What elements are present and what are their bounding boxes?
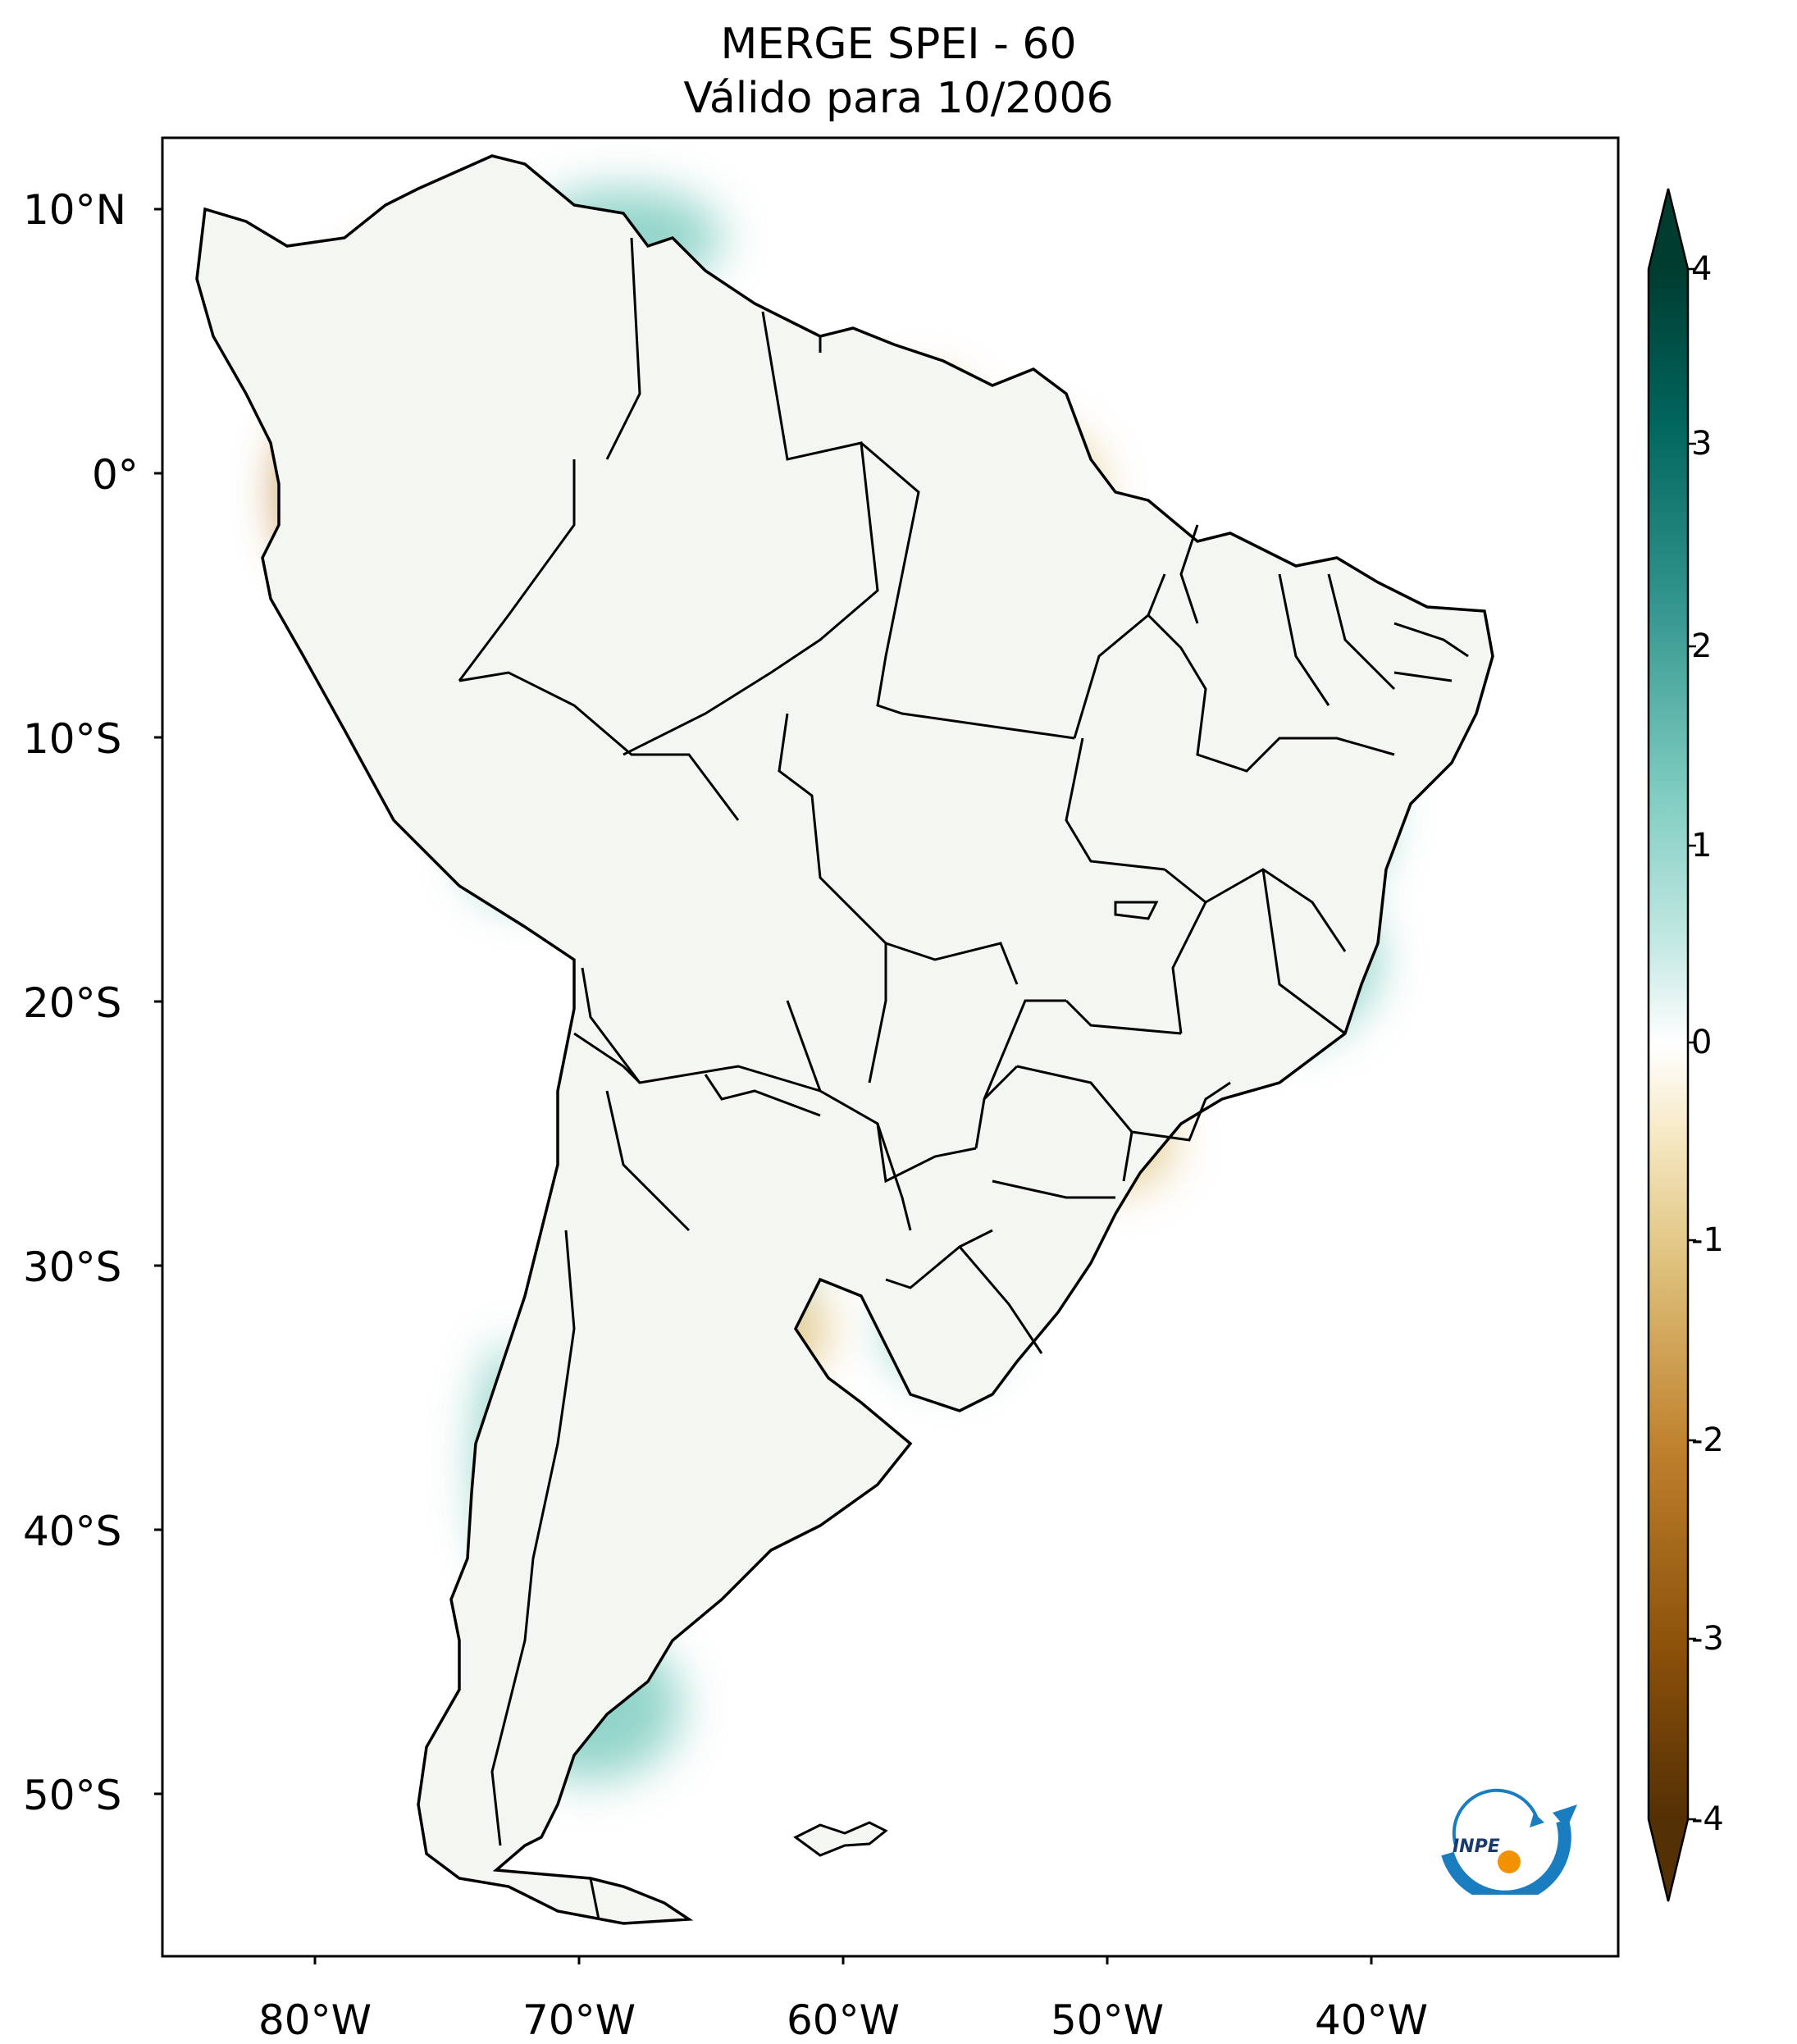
lat-label-10s: 10°S xyxy=(23,715,122,763)
map-border xyxy=(161,136,1620,1958)
political-borders xyxy=(458,237,1469,1920)
colorbar-label-4: 4 xyxy=(1691,250,1713,288)
colorbar-label-neg3: -3 xyxy=(1691,1620,1724,1658)
falkland-islands xyxy=(793,1821,888,1857)
colorbar-label-2: 2 xyxy=(1691,627,1713,665)
colorbar-label-neg4: -4 xyxy=(1691,1800,1724,1838)
colorbar-label-3: 3 xyxy=(1691,425,1713,463)
lat-label-0: 0° xyxy=(92,451,139,499)
lat-label-30s: 30°S xyxy=(23,1243,122,1291)
title-line-2: Válido para 10/2006 xyxy=(683,74,1114,123)
map-panel xyxy=(162,138,1618,1956)
lat-label-10n: 10°N xyxy=(23,186,127,234)
colorbar-label-neg2: -2 xyxy=(1691,1421,1724,1459)
lat-label-40s: 40°S xyxy=(23,1508,122,1555)
lon-label-70w: 70°W xyxy=(522,1996,636,2044)
title-line-1: MERGE SPEI - 60 xyxy=(720,20,1077,69)
lat-label-20s: 20°S xyxy=(23,979,122,1027)
colorbar-label-neg1: -1 xyxy=(1691,1221,1724,1259)
inpe-logo-icon: INPE xyxy=(1441,1788,1577,1895)
colorbar-label-1: 1 xyxy=(1691,827,1713,865)
colorbar xyxy=(1647,188,1696,1902)
lon-label-60w: 60°W xyxy=(786,1996,901,2044)
axis-ticks xyxy=(154,208,1373,1964)
lon-label-50w: 50°W xyxy=(1050,1996,1165,2044)
lat-label-50s: 50°S xyxy=(23,1772,122,1819)
lon-label-80w: 80°W xyxy=(258,1996,372,2044)
colorbar-label-0: 0 xyxy=(1691,1024,1713,1061)
lon-label-40w: 40°W xyxy=(1314,1996,1429,2044)
inpe-logo-text: INPE xyxy=(1453,1836,1500,1857)
